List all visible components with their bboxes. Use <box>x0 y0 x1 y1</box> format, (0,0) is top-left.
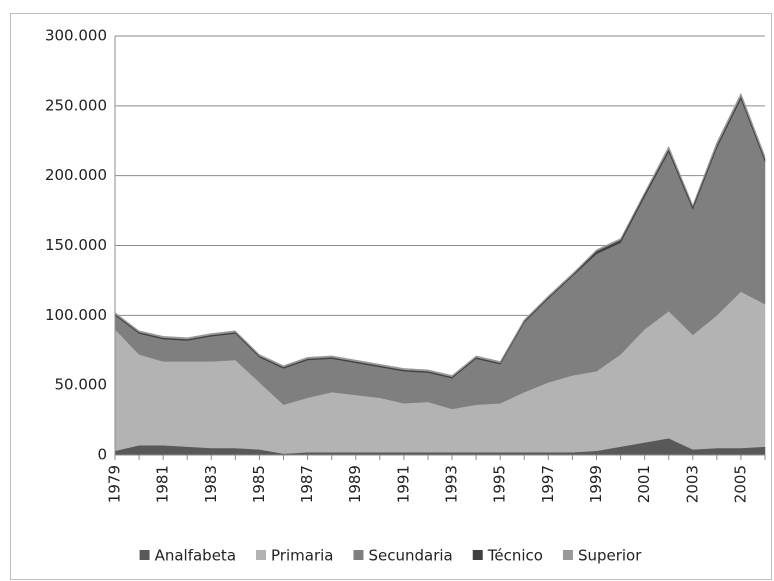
x-tick-label: 1985 <box>250 465 268 503</box>
x-tick-label: 1981 <box>154 465 172 503</box>
y-tick-label: 100.000 <box>45 306 107 324</box>
y-tick-label: 0 <box>97 446 107 464</box>
y-tick-label: 300.000 <box>45 27 107 45</box>
y-tick-label: 200.000 <box>45 166 107 184</box>
y-tick-label: 50.000 <box>55 376 108 394</box>
legend-label: Superior <box>578 547 642 565</box>
x-tick-label: 2005 <box>731 465 749 503</box>
x-tick-label: 1991 <box>394 465 412 503</box>
legend-label: Primaria <box>271 547 333 565</box>
legend-swatch <box>472 550 483 560</box>
legend-swatch <box>353 550 364 560</box>
legend-label: Secundaria <box>368 547 452 565</box>
x-tick-label: 1979 <box>106 465 124 503</box>
legend-swatch <box>256 550 267 560</box>
x-tick-label: 1999 <box>587 465 605 503</box>
legend-label: Analfabeta <box>155 547 236 565</box>
x-tick-label: 2003 <box>683 465 701 503</box>
legend: Analfabeta Primaria Secundaria Técnico Super… <box>139 547 642 565</box>
legend-swatch <box>139 550 150 560</box>
x-tick-label: 1997 <box>539 465 557 503</box>
x-tick-label: 1989 <box>346 465 364 503</box>
x-tick-label: 1987 <box>298 465 316 503</box>
legend-swatch <box>562 550 573 560</box>
x-tick-label: 1995 <box>491 465 509 503</box>
y-tick-label: 150.000 <box>45 236 107 254</box>
x-tick-label: 1993 <box>443 465 461 503</box>
legend-label: Técnico <box>487 547 543 565</box>
area <box>114 92 766 378</box>
x-tick-label: 2001 <box>635 465 653 503</box>
x-tick-label: 1983 <box>202 465 220 503</box>
y-tick-label: 250.000 <box>45 96 107 114</box>
